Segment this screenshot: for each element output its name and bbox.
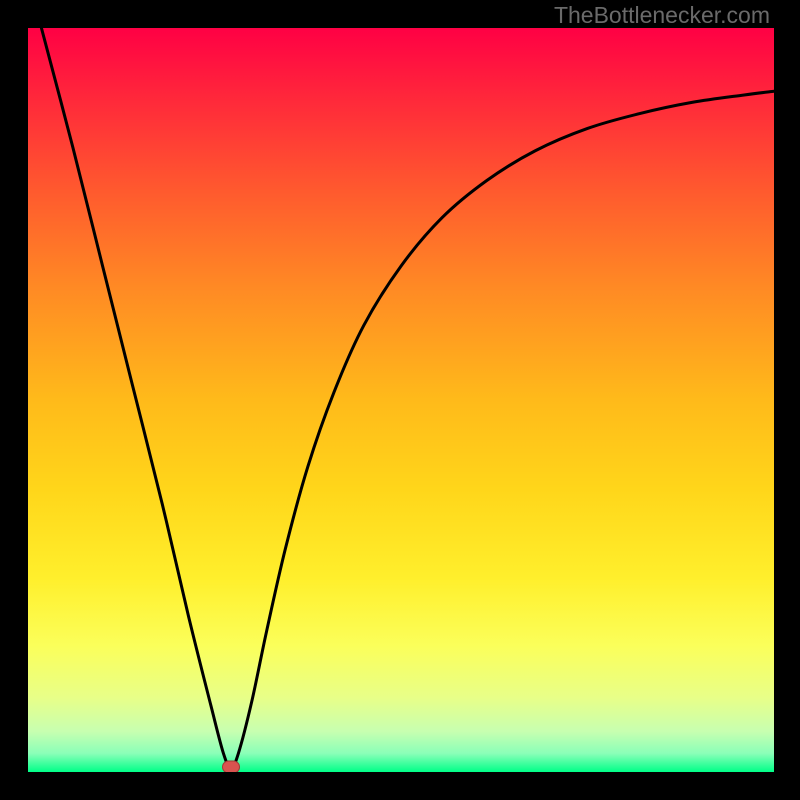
optimum-marker — [222, 760, 240, 772]
plot-area — [28, 28, 774, 772]
curve-svg — [28, 28, 774, 772]
chart-container: { "canvas": { "width": 800, "height": 80… — [0, 0, 800, 800]
watermark-text: TheBottlenecker.com — [554, 2, 770, 29]
border-left — [0, 0, 28, 800]
optimum-marker-shape — [222, 761, 239, 772]
bottleneck-curve — [41, 28, 774, 768]
border-bottom — [0, 772, 800, 800]
border-right — [774, 0, 800, 800]
